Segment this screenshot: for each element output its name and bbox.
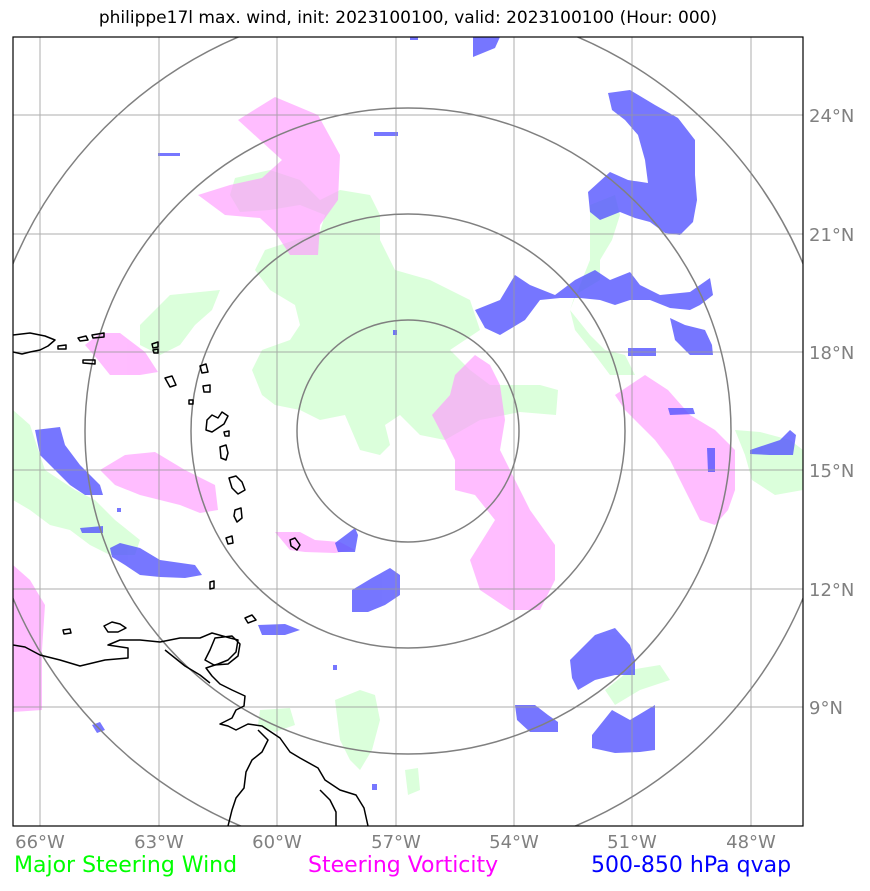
- coastline-barbados: [289, 537, 301, 551]
- lon-tick-label: 63°W: [134, 832, 184, 853]
- qvap-region: [570, 628, 635, 690]
- lon-tick-label: 54°W: [489, 832, 539, 853]
- qvap-region: [475, 270, 713, 335]
- vorticity-region: [13, 565, 45, 712]
- qvap-region: [80, 526, 103, 533]
- qvap-region: [158, 153, 180, 156]
- wind-region: [405, 768, 420, 795]
- coastline-island: [188, 399, 194, 405]
- qvap-region: [374, 132, 398, 136]
- coastline-island: [82, 359, 96, 365]
- qvap-region: [515, 705, 558, 732]
- qvap-region: [117, 508, 121, 512]
- coastline-island: [91, 332, 105, 339]
- qvap-region: [750, 430, 796, 455]
- coastlines: [13, 332, 369, 826]
- coastline-venezuela: [13, 632, 369, 826]
- qvap-region: [410, 37, 418, 40]
- graticule: [13, 37, 803, 826]
- lon-tick-label: 48°W: [726, 832, 776, 853]
- coastline-river: [164, 649, 211, 684]
- wind-region: [605, 665, 670, 705]
- plot-frame: [12, 36, 804, 827]
- legend-steering-vorticity: Steering Vorticity: [308, 853, 499, 878]
- coastline-puerto-rico: [13, 332, 56, 355]
- qvap-region: [352, 568, 400, 612]
- qvap-region: [372, 784, 377, 790]
- lat-tick-label: 24°N: [809, 106, 854, 127]
- qvap-region: [258, 624, 300, 635]
- coastline-tobago: [62, 628, 72, 635]
- lat-tick-label: 15°N: [809, 461, 854, 482]
- steering-vorticity-layer: [13, 97, 735, 712]
- coastline-island: [202, 384, 211, 393]
- coastline-guyana: [319, 789, 337, 826]
- coastline-orinoco: [227, 729, 269, 826]
- lat-tick-label: 12°N: [809, 580, 854, 601]
- vorticity-region: [85, 333, 158, 375]
- longitude-labels: 66°W 63°W 60°W 57°W 54°W 51°W 48°W: [15, 832, 776, 853]
- qvap-region: [668, 408, 695, 415]
- coastline-st-lucia: [233, 507, 243, 523]
- coastline-island: [152, 348, 159, 354]
- map-title: philippe17l max. wind, init: 2023100100,…: [98, 8, 718, 28]
- vorticity-region: [432, 355, 555, 610]
- wind-region: [13, 410, 140, 555]
- coastline-martinique: [228, 475, 246, 495]
- range-rings: [13, 37, 803, 826]
- coastline-island: [57, 344, 67, 350]
- coastline-island: [151, 341, 159, 349]
- qvap-region: [335, 528, 358, 552]
- lat-tick-label: 18°N: [809, 343, 854, 364]
- lat-tick-label: 9°N: [809, 698, 843, 719]
- lon-tick-label: 60°W: [252, 832, 302, 853]
- vorticity-region: [198, 97, 340, 255]
- coastline-island: [77, 335, 89, 342]
- legend-qvap: 500-850 hPa qvap: [591, 853, 792, 878]
- wind-region: [140, 290, 220, 355]
- coastline-island: [223, 430, 230, 437]
- coastline-dominica: [219, 444, 229, 461]
- coastline-guadeloupe: [205, 411, 229, 433]
- qvap-region: [110, 543, 202, 578]
- qvap-region: [473, 37, 500, 57]
- latitude-labels: 24°N 21°N 18°N 15°N 12°N 9°N: [809, 106, 854, 719]
- qvap-region: [35, 427, 103, 495]
- coastline-st-vincent: [225, 535, 234, 545]
- range-ring: [190, 213, 626, 649]
- qvap-region: [393, 330, 397, 335]
- qvap-region: [707, 448, 715, 472]
- coastline-island: [199, 363, 209, 374]
- qvap-region: [670, 318, 713, 355]
- wind-region: [335, 690, 380, 770]
- lat-tick-label: 21°N: [809, 225, 854, 246]
- lon-tick-label: 51°W: [607, 832, 657, 853]
- vorticity-region: [615, 375, 735, 525]
- qvap-layer: [35, 37, 796, 790]
- legend-steering-wind: Major Steering Wind: [14, 853, 238, 878]
- qvap-region: [333, 665, 337, 670]
- qvap-region: [592, 705, 655, 753]
- lon-tick-label: 57°W: [371, 832, 421, 853]
- coastline-grenada: [244, 614, 257, 624]
- lon-tick-label: 66°W: [15, 832, 65, 853]
- qvap-region: [588, 90, 697, 235]
- coastline-trinidad: [204, 635, 241, 666]
- coastline-island: [209, 580, 215, 590]
- range-ring: [296, 319, 520, 543]
- coastline-margarita: [103, 621, 127, 633]
- range-ring: [84, 107, 732, 755]
- coastline-island: [164, 375, 177, 388]
